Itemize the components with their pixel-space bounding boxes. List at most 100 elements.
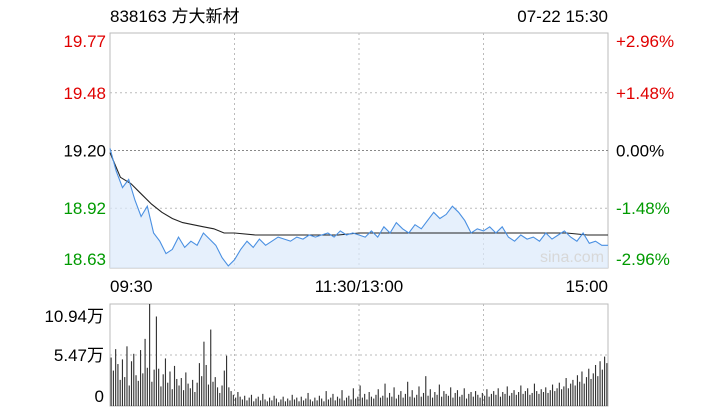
volume-bar <box>493 391 495 406</box>
volume-bar <box>325 391 327 406</box>
volume-bar <box>368 392 370 406</box>
volume-bar <box>110 357 112 406</box>
volume-bar <box>515 394 517 406</box>
volume-bar <box>590 378 592 406</box>
volume-bar <box>169 371 171 406</box>
volume-bar <box>377 389 379 406</box>
volume-bar <box>196 382 198 406</box>
volume-bar <box>130 361 133 406</box>
timestamp: 07-22 15:30 <box>517 7 608 26</box>
volume-bar <box>549 390 551 406</box>
volume-bar <box>422 392 425 406</box>
x-tick-label: 09:30 <box>110 277 153 296</box>
y-tick-label-right: +1.48% <box>616 84 674 103</box>
volume-bar <box>459 396 461 406</box>
time-axis-labels: 09:30 11:30/13:00 15:00 <box>110 277 608 296</box>
y-tick-label-right: -1.48% <box>616 199 670 218</box>
volume-bar <box>484 395 486 406</box>
volume-bar <box>139 350 142 406</box>
volume-bar <box>230 391 232 406</box>
volume-bar <box>407 381 409 406</box>
volume-bar <box>502 392 504 406</box>
volume-bar <box>223 370 225 406</box>
volume-bar <box>269 397 271 406</box>
price-area-fill <box>110 148 608 268</box>
volume-bar <box>273 395 275 406</box>
volume-bar <box>135 375 137 406</box>
volume-bar <box>384 383 386 406</box>
volume-bar <box>262 393 264 406</box>
volume-bar <box>504 393 506 406</box>
volume-bar <box>158 368 160 406</box>
volume-bar <box>207 384 210 406</box>
volume-bar <box>520 385 522 406</box>
volume-bar <box>533 383 535 406</box>
volume-tick-label: 10.94万 <box>44 307 104 326</box>
volume-bar <box>357 396 359 406</box>
y-tick-label-left: 19.77 <box>63 32 106 51</box>
volume-bar <box>336 396 339 406</box>
volume-bar <box>599 361 601 406</box>
volume-bar <box>511 392 513 406</box>
price-line <box>109 148 608 267</box>
volume-bar <box>574 385 576 406</box>
volume-bar <box>465 398 468 406</box>
volume-bar <box>513 390 515 406</box>
volume-bar <box>248 397 250 406</box>
y-tick-label-right: 0.00% <box>616 142 664 161</box>
x-tick-label: 15:00 <box>565 277 608 296</box>
volume-bar <box>266 401 268 406</box>
volume-bar <box>264 399 266 406</box>
volume-bar <box>404 393 406 406</box>
volume-bar <box>447 395 449 406</box>
volume-bar <box>216 387 219 406</box>
volume-bar <box>409 396 411 406</box>
volume-bar <box>601 369 603 406</box>
volume-bar <box>246 400 248 406</box>
volume-bar <box>570 383 572 406</box>
volume-bar <box>429 389 431 406</box>
volume-bar <box>144 338 146 406</box>
volume-bar <box>178 385 180 406</box>
volume-bar <box>450 387 452 406</box>
volume-bar <box>348 395 350 406</box>
volume-bar <box>241 399 243 406</box>
volume-bar <box>366 399 368 406</box>
volume-bar <box>411 390 413 406</box>
volume-tick-label: 5.47万 <box>54 346 104 365</box>
y-tick-label-left: 19.48 <box>63 84 106 103</box>
volume-bar <box>287 398 289 406</box>
volume-bar <box>468 393 470 406</box>
volume-bar <box>244 395 246 406</box>
volume-bar <box>475 391 477 406</box>
volume-bar <box>554 391 556 406</box>
volume-bar <box>289 400 291 406</box>
volume-bar <box>323 401 325 406</box>
volume-bar <box>293 399 296 406</box>
volume-bar <box>391 396 393 406</box>
volume-bar <box>402 397 404 406</box>
volume-bar <box>400 391 402 406</box>
volume-bar <box>280 399 282 406</box>
volume-bar <box>307 392 309 406</box>
average-price-line <box>109 152 608 236</box>
volume-bar <box>316 400 318 406</box>
volume-bar <box>495 394 497 406</box>
volume-bar <box>545 387 547 406</box>
volume-bar <box>488 396 490 406</box>
volume-bar <box>232 394 234 406</box>
volume-bar <box>518 392 520 406</box>
volume-bar <box>332 393 334 406</box>
volume-bar <box>436 394 438 406</box>
volume-bar <box>395 398 397 406</box>
volume-bar <box>117 364 119 406</box>
volume-bar <box>373 398 375 406</box>
volume-bar <box>432 397 434 406</box>
volume-bar <box>565 378 567 406</box>
volume-bar <box>305 398 307 406</box>
volume-bar <box>212 381 214 406</box>
volume-bar <box>585 377 588 406</box>
volume-tick-label: 0 <box>95 387 104 406</box>
volume-bar <box>194 392 196 406</box>
volume-bar <box>119 379 121 406</box>
